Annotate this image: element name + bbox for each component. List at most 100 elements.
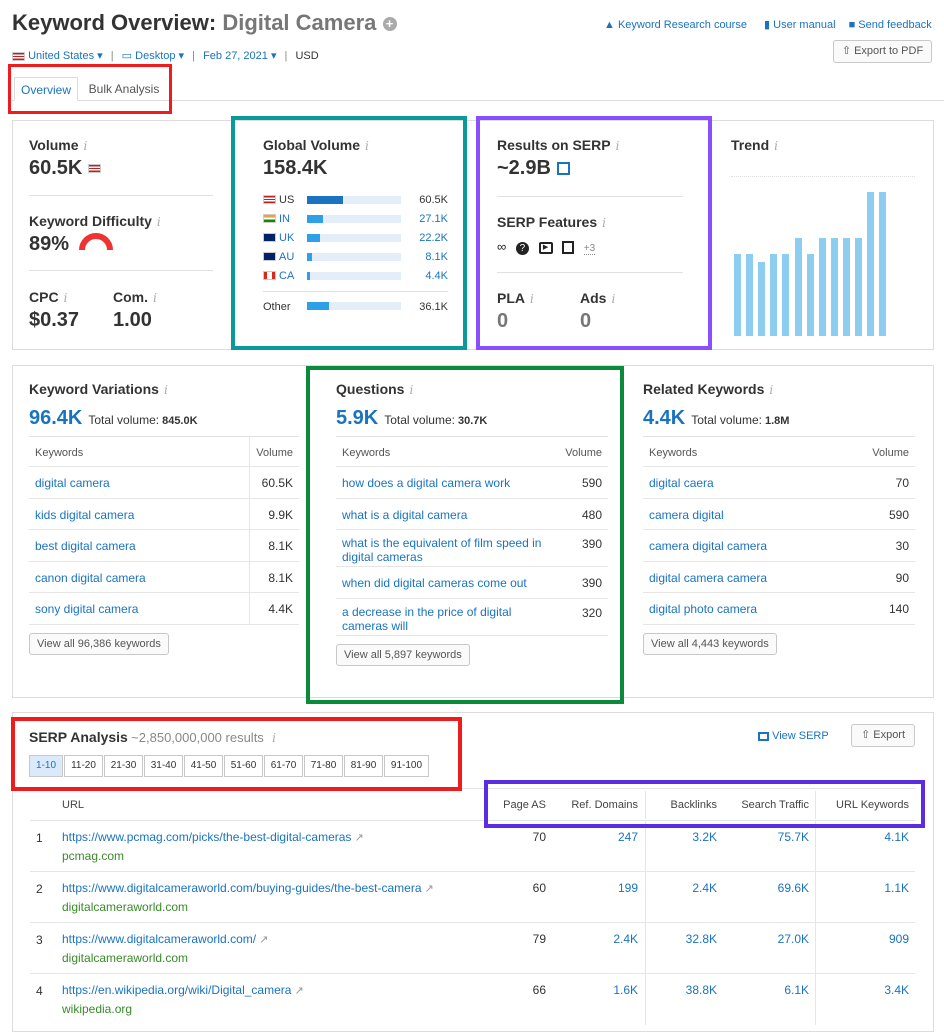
page-91-100[interactable]: 91-100 <box>384 755 429 777</box>
ref-domains-value[interactable]: 1.6K <box>613 983 638 997</box>
ref-domains-value[interactable]: 2.4K <box>613 932 638 946</box>
add-icon[interactable]: + <box>382 17 397 32</box>
keyword-row[interactable]: when did digital cameras come out 390 <box>336 566 608 598</box>
backlinks-value[interactable]: 2.4K <box>692 881 717 895</box>
page-81-90[interactable]: 81-90 <box>344 755 383 777</box>
keyword-link[interactable]: how does a digital camera work <box>342 476 511 490</box>
view-serp-link[interactable]: View SERP <box>758 730 829 742</box>
keyword-link[interactable]: kids digital camera <box>35 507 135 522</box>
keyword-row[interactable]: camera digital 590 <box>643 497 915 530</box>
info-icon[interactable]: i <box>615 139 620 153</box>
date-select[interactable]: Feb 27, 2021 ▾ <box>203 50 277 62</box>
external-link-icon[interactable]: ↗ <box>421 883 434 895</box>
keyword-row[interactable]: a decrease in the price of digital camer… <box>336 597 608 635</box>
info-icon[interactable]: i <box>769 383 774 397</box>
country-volume[interactable]: 22.2K <box>419 232 448 244</box>
related-keywords-count[interactable]: 4.4K <box>643 407 686 429</box>
info-icon[interactable]: i <box>153 291 157 305</box>
questions-count[interactable]: 5.9K <box>336 407 379 429</box>
tab-bulk-analysis[interactable]: Bulk Analysis <box>88 82 160 96</box>
country-code[interactable]: US <box>279 194 295 206</box>
page-11-20[interactable]: 11-20 <box>64 755 103 777</box>
export-button[interactable]: ⇧ Export <box>851 724 915 747</box>
keyword-row[interactable]: digital photo camera 140 <box>643 592 915 624</box>
keyword-row[interactable]: how does a digital camera work 590 <box>336 466 608 498</box>
video-icon[interactable]: ▶ <box>538 241 553 254</box>
info-icon[interactable]: i <box>163 383 168 397</box>
result-url-link[interactable]: https://www.pcmag.com/picks/the-best-dig… <box>62 830 364 844</box>
backlinks-value[interactable]: 38.8K <box>685 983 717 997</box>
col-volume[interactable]: Volume <box>256 447 293 459</box>
col-keywords[interactable]: Keywords <box>649 447 698 459</box>
search-traffic-value[interactable]: 27.0K <box>777 932 809 946</box>
col-volume[interactable]: Volume <box>565 447 602 459</box>
link-icon[interactable]: ∞ <box>497 239 507 254</box>
page-21-30[interactable]: 21-30 <box>104 755 143 777</box>
keyword-link[interactable]: when did digital cameras come out <box>342 576 527 590</box>
backlinks-value[interactable]: 3.2K <box>692 830 717 844</box>
info-icon[interactable]: i <box>272 731 276 745</box>
col-keywords[interactable]: Keywords <box>35 447 84 459</box>
export-pdf-button[interactable]: ⇧ Export to PDF <box>833 40 932 63</box>
col-volume[interactable]: Volume <box>872 447 909 459</box>
question-icon[interactable]: ? <box>515 242 529 255</box>
country-code[interactable]: AU <box>279 251 295 263</box>
keyword-research-course-link[interactable]: Keyword Research course <box>617 19 747 31</box>
country-volume[interactable]: 8.1K <box>425 251 448 263</box>
country-volume[interactable]: 60.5K <box>419 194 448 206</box>
news-icon[interactable] <box>562 241 575 255</box>
info-icon[interactable]: i <box>409 383 414 397</box>
keyword-link[interactable]: what is the equivalent of film speed in … <box>342 536 542 564</box>
user-manual-link[interactable]: User manual <box>773 19 836 31</box>
keyword-link[interactable]: what is a digital camera <box>342 507 468 522</box>
url-keywords-value[interactable]: 3.4K <box>884 983 909 997</box>
result-url-link[interactable]: https://www.digitalcameraworld.com/buyin… <box>62 881 434 895</box>
backlinks-value[interactable]: 32.8K <box>685 932 717 946</box>
info-icon[interactable]: i <box>156 215 161 229</box>
keyword-link[interactable]: digital camera <box>35 476 110 490</box>
url-keywords-value[interactable]: 1.1K <box>884 881 909 895</box>
country-volume[interactable]: 27.1K <box>419 213 448 225</box>
col-ref-domains[interactable]: Ref. Domains <box>571 799 638 811</box>
keyword-variations-view-all-button[interactable]: View all 96,386 keywords <box>29 632 169 655</box>
keyword-row[interactable]: digital camera camera 90 <box>643 560 915 593</box>
keyword-link[interactable]: digital camera camera <box>649 570 768 585</box>
url-keywords-value[interactable]: 4.1K <box>884 830 909 844</box>
col-keywords[interactable]: Keywords <box>342 447 391 459</box>
keyword-row[interactable]: sony digital camera 4.4K <box>29 592 299 625</box>
keyword-link[interactable]: sony digital camera <box>35 602 139 616</box>
keyword-row[interactable]: digital caera 70 <box>643 466 915 498</box>
info-icon[interactable]: i <box>611 292 616 306</box>
external-link-icon[interactable]: ↗ <box>291 985 304 997</box>
col-url-keywords[interactable]: URL Keywords <box>836 799 909 811</box>
col-search-traffic[interactable]: Search Traffic <box>741 799 809 811</box>
country-code[interactable]: UK <box>279 232 295 244</box>
col-backlinks[interactable]: Backlinks <box>670 799 717 811</box>
search-traffic-value[interactable]: 6.1K <box>784 983 809 997</box>
page-71-80[interactable]: 71-80 <box>304 755 343 777</box>
keyword-link[interactable]: best digital camera <box>35 539 136 553</box>
serp-snapshot-icon[interactable] <box>556 162 570 176</box>
info-icon[interactable]: i <box>530 292 534 306</box>
related-keywords-view-all-button[interactable]: View all 4,443 keywords <box>643 632 777 655</box>
col-url[interactable]: URL <box>62 799 85 811</box>
country-volume[interactable]: 4.4K <box>425 270 448 282</box>
external-link-icon[interactable]: ↗ <box>256 934 269 946</box>
page-41-50[interactable]: 41-50 <box>184 755 223 777</box>
search-traffic-value[interactable]: 69.6K <box>777 881 809 895</box>
device-select[interactable]: Desktop ▾ <box>135 50 185 62</box>
keyword-link[interactable]: a decrease in the price of digital camer… <box>342 604 512 633</box>
info-icon[interactable]: i <box>364 139 369 153</box>
keyword-link[interactable]: camera digital <box>649 507 724 522</box>
ref-domains-value[interactable]: 247 <box>617 830 638 844</box>
info-icon[interactable]: i <box>774 139 778 153</box>
result-url-link[interactable]: https://www.digitalcameraworld.com/ ↗ <box>62 932 269 946</box>
more-features-link[interactable]: +3 <box>583 243 596 255</box>
keyword-variations-count[interactable]: 96.4K <box>29 407 83 429</box>
info-icon[interactable]: i <box>83 139 88 153</box>
external-link-icon[interactable]: ↗ <box>351 832 364 844</box>
keyword-row[interactable]: best digital camera 8.1K <box>29 529 299 562</box>
col-page-as[interactable]: Page AS <box>503 799 546 811</box>
country-code[interactable]: IN <box>279 213 290 225</box>
result-url-link[interactable]: https://en.wikipedia.org/wiki/Digital_ca… <box>62 983 304 997</box>
